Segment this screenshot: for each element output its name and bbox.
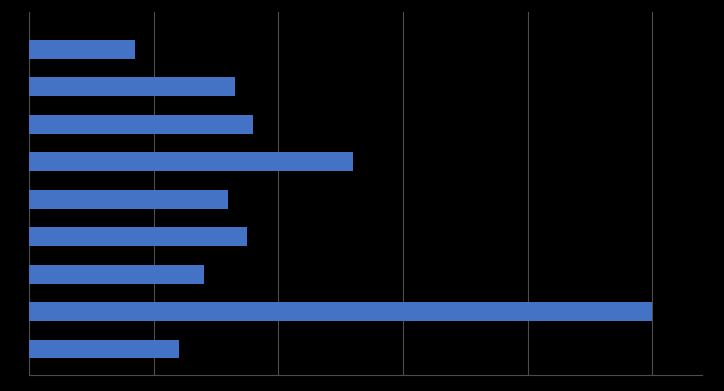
- Bar: [29, 265, 203, 283]
- Bar: [29, 115, 253, 134]
- Bar: [29, 340, 179, 359]
- Bar: [29, 40, 135, 59]
- Bar: [29, 77, 235, 96]
- Bar: [29, 302, 652, 321]
- Bar: [29, 190, 229, 208]
- Bar: [29, 227, 247, 246]
- Bar: [29, 152, 353, 171]
